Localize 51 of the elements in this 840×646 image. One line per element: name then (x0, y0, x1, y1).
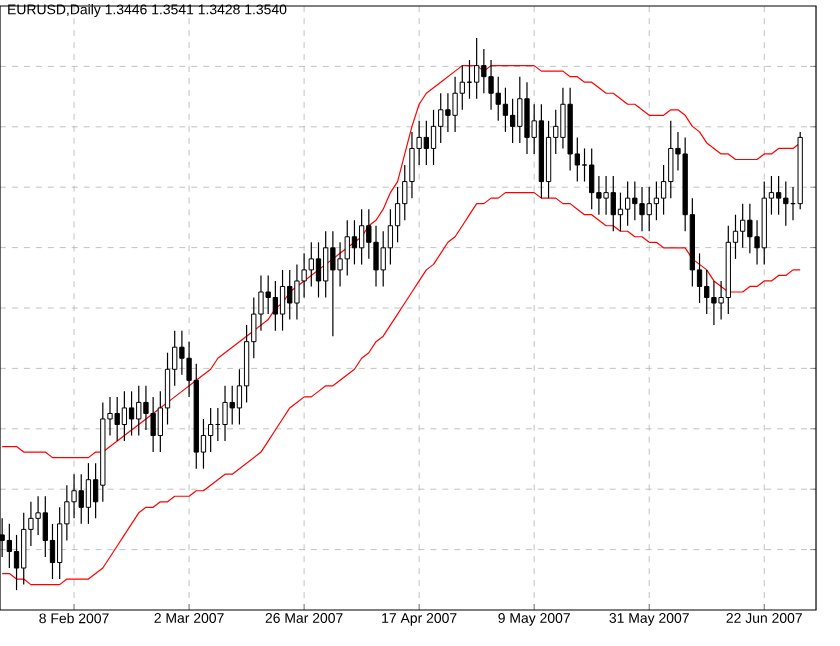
candlestick (438, 92, 444, 144)
candlestick (287, 269, 293, 321)
candlestick (85, 462, 92, 525)
candlestick (502, 87, 509, 133)
candlestick (279, 269, 286, 332)
candlestick (337, 241, 343, 288)
candlestick (57, 506, 63, 580)
candlestick (668, 120, 674, 199)
candlestick (474, 37, 480, 100)
candlestick (740, 203, 746, 249)
candlestick (624, 180, 631, 227)
candlestick (373, 225, 379, 288)
candlestick (509, 98, 516, 144)
candlestick (272, 280, 279, 332)
candlestick (78, 473, 84, 525)
candlestick (13, 534, 20, 591)
candlestick (42, 495, 48, 558)
candlestick (430, 109, 437, 166)
candlestick (524, 81, 530, 155)
candlestick (560, 87, 566, 150)
candlestick (121, 390, 128, 442)
candlestick (646, 186, 652, 232)
candlestick (603, 175, 609, 216)
candlestick (775, 175, 782, 216)
candlestick (394, 186, 401, 243)
candlestick (315, 241, 322, 299)
candlestick (387, 208, 394, 265)
candlestick (229, 385, 235, 426)
candlestick (6, 523, 12, 569)
candlestick (423, 120, 429, 166)
candlestick (222, 385, 228, 442)
candlestick (351, 219, 358, 265)
candlestick (653, 180, 660, 221)
candlestick (545, 120, 552, 199)
candlestick (783, 180, 789, 227)
candlestick (589, 147, 595, 210)
candlestick (610, 175, 616, 232)
candlestick (380, 230, 386, 288)
candlestick (208, 407, 214, 453)
candlestick (323, 230, 329, 299)
candlestick (330, 230, 336, 337)
candlestick (445, 92, 451, 133)
candlestick (711, 280, 717, 326)
candlestick (639, 186, 645, 232)
candlestick (452, 76, 458, 133)
candlestick (265, 274, 271, 315)
candlestick (136, 385, 142, 437)
candlestick (517, 76, 523, 144)
candlestick (358, 208, 365, 265)
candlestick (114, 396, 120, 442)
candlestick (128, 390, 135, 437)
